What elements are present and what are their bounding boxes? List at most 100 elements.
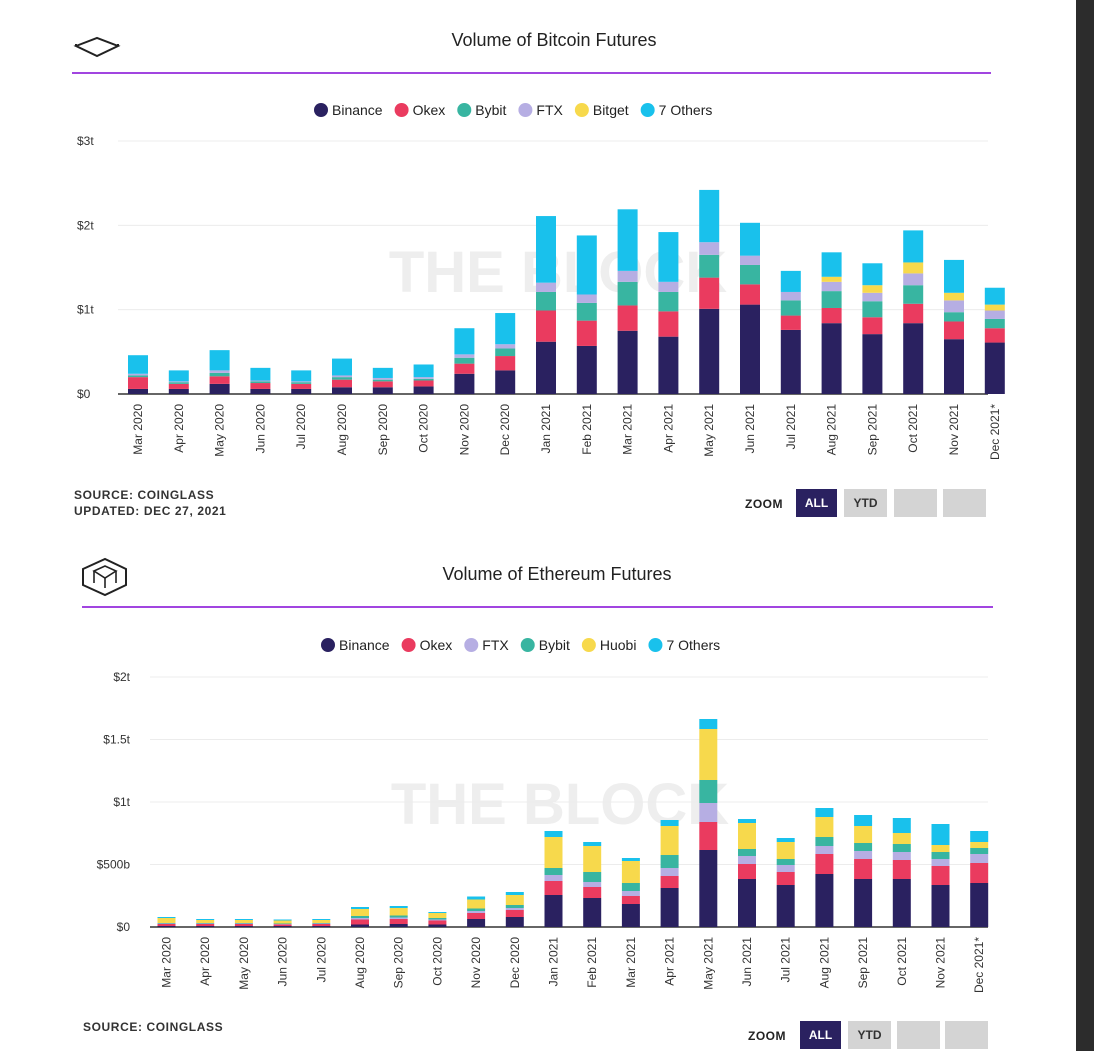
bar-segment[interactable] bbox=[862, 263, 883, 286]
bar-segment[interactable] bbox=[815, 874, 834, 927]
bar-segment[interactable] bbox=[495, 344, 516, 349]
bar-segment[interactable] bbox=[234, 919, 253, 920]
bar-segment[interactable] bbox=[862, 317, 883, 335]
bar-segment[interactable] bbox=[413, 380, 434, 387]
bar-segment[interactable] bbox=[209, 372, 230, 377]
bar-segment[interactable] bbox=[273, 919, 292, 921]
bar-segment[interactable] bbox=[699, 719, 718, 729]
bar-segment[interactable] bbox=[780, 315, 801, 330]
bar-segment[interactable] bbox=[128, 375, 148, 378]
bar-segment[interactable] bbox=[351, 909, 369, 916]
bar-segment[interactable] bbox=[495, 356, 516, 371]
bar-segment[interactable] bbox=[332, 377, 352, 380]
bar-segment[interactable] bbox=[984, 342, 1005, 394]
bar-segment[interactable] bbox=[660, 820, 679, 826]
bar-segment[interactable] bbox=[903, 303, 924, 324]
bar-segment[interactable] bbox=[157, 924, 176, 926]
bar-segment[interactable] bbox=[372, 379, 393, 382]
bar-segment[interactable] bbox=[815, 817, 834, 837]
bar-segment[interactable] bbox=[931, 866, 950, 885]
bar-segment[interactable] bbox=[157, 923, 176, 924]
bar-segment[interactable] bbox=[740, 222, 760, 256]
bar-segment[interactable] bbox=[892, 818, 911, 833]
bar-segment[interactable] bbox=[291, 382, 312, 384]
bar-segment[interactable] bbox=[196, 923, 215, 925]
bar-segment[interactable] bbox=[892, 860, 911, 879]
bar-segment[interactable] bbox=[273, 926, 292, 927]
zoom-all-button[interactable]: ALL bbox=[796, 489, 837, 517]
bar-segment[interactable] bbox=[467, 899, 486, 909]
bar-segment[interactable] bbox=[454, 357, 475, 364]
bar-segment[interactable] bbox=[351, 919, 369, 925]
bar-segment[interactable] bbox=[389, 906, 408, 908]
bar-segment[interactable] bbox=[454, 354, 475, 358]
bar-segment[interactable] bbox=[291, 383, 312, 389]
bar-segment[interactable] bbox=[815, 808, 834, 817]
bar-segment[interactable] bbox=[621, 896, 640, 904]
bar-segment[interactable] bbox=[332, 375, 352, 378]
bar-segment[interactable] bbox=[854, 815, 873, 826]
bar-segment[interactable] bbox=[583, 882, 602, 887]
bar-segment[interactable] bbox=[544, 837, 563, 868]
bar-segment[interactable] bbox=[780, 270, 801, 292]
bar-segment[interactable] bbox=[892, 852, 911, 860]
bar-segment[interactable] bbox=[209, 370, 230, 373]
legend-label[interactable]: Binance bbox=[332, 102, 383, 118]
bar-segment[interactable] bbox=[699, 242, 720, 255]
bar-segment[interactable] bbox=[505, 905, 524, 908]
bar-segment[interactable] bbox=[234, 926, 253, 927]
bar-segment[interactable] bbox=[617, 209, 638, 271]
bar-segment[interactable] bbox=[250, 367, 271, 381]
bar-segment[interactable] bbox=[413, 364, 434, 378]
bar-segment[interactable] bbox=[495, 348, 516, 357]
legend-label[interactable]: Okex bbox=[413, 102, 446, 118]
bar-segment[interactable] bbox=[536, 291, 556, 311]
bar-segment[interactable] bbox=[776, 842, 795, 859]
bar-segment[interactable] bbox=[780, 329, 801, 394]
bar-segment[interactable] bbox=[931, 852, 950, 859]
bar-segment[interactable] bbox=[372, 377, 393, 380]
bar-segment[interactable] bbox=[699, 729, 718, 780]
legend-label[interactable]: Bitget bbox=[593, 102, 629, 118]
bar-segment[interactable] bbox=[428, 924, 447, 928]
bar-segment[interactable] bbox=[931, 859, 950, 866]
legend-label[interactable]: Binance bbox=[339, 637, 390, 653]
bar-segment[interactable] bbox=[776, 838, 795, 842]
bar-segment[interactable] bbox=[389, 924, 408, 927]
bar-segment[interactable] bbox=[621, 883, 640, 891]
bar-segment[interactable] bbox=[699, 277, 720, 309]
bar-segment[interactable] bbox=[740, 304, 760, 394]
zoom-button-3[interactable] bbox=[894, 489, 937, 517]
bar-segment[interactable] bbox=[128, 355, 148, 374]
bar-segment[interactable] bbox=[428, 912, 447, 913]
bar-segment[interactable] bbox=[738, 856, 756, 864]
bar-segment[interactable] bbox=[389, 915, 408, 918]
bar-segment[interactable] bbox=[576, 302, 597, 321]
bar-segment[interactable] bbox=[970, 863, 989, 883]
bar-segment[interactable] bbox=[583, 842, 602, 846]
bar-segment[interactable] bbox=[617, 281, 638, 306]
bar-segment[interactable] bbox=[776, 885, 795, 927]
zoom-ytd-button[interactable]: YTD bbox=[848, 1021, 891, 1049]
bar-segment[interactable] bbox=[740, 284, 760, 305]
bar-segment[interactable] bbox=[505, 895, 524, 905]
bar-segment[interactable] bbox=[776, 872, 795, 885]
bar-segment[interactable] bbox=[903, 230, 924, 263]
zoom-all-button[interactable]: ALL bbox=[800, 1021, 841, 1049]
bar-segment[interactable] bbox=[621, 904, 640, 927]
bar-segment[interactable] bbox=[312, 923, 331, 925]
bar-segment[interactable] bbox=[544, 895, 563, 927]
bar-segment[interactable] bbox=[583, 898, 602, 927]
bar-segment[interactable] bbox=[209, 376, 230, 384]
bar-segment[interactable] bbox=[854, 879, 873, 927]
bar-segment[interactable] bbox=[544, 868, 563, 875]
bar-segment[interactable] bbox=[196, 923, 215, 924]
bar-segment[interactable] bbox=[738, 879, 756, 927]
bar-segment[interactable] bbox=[699, 308, 720, 394]
bar-segment[interactable] bbox=[776, 859, 795, 865]
bar-segment[interactable] bbox=[944, 259, 964, 293]
bar-segment[interactable] bbox=[776, 865, 795, 872]
bar-segment[interactable] bbox=[944, 300, 964, 313]
bar-segment[interactable] bbox=[454, 363, 475, 374]
zoom-ytd-button[interactable]: YTD bbox=[844, 489, 887, 517]
